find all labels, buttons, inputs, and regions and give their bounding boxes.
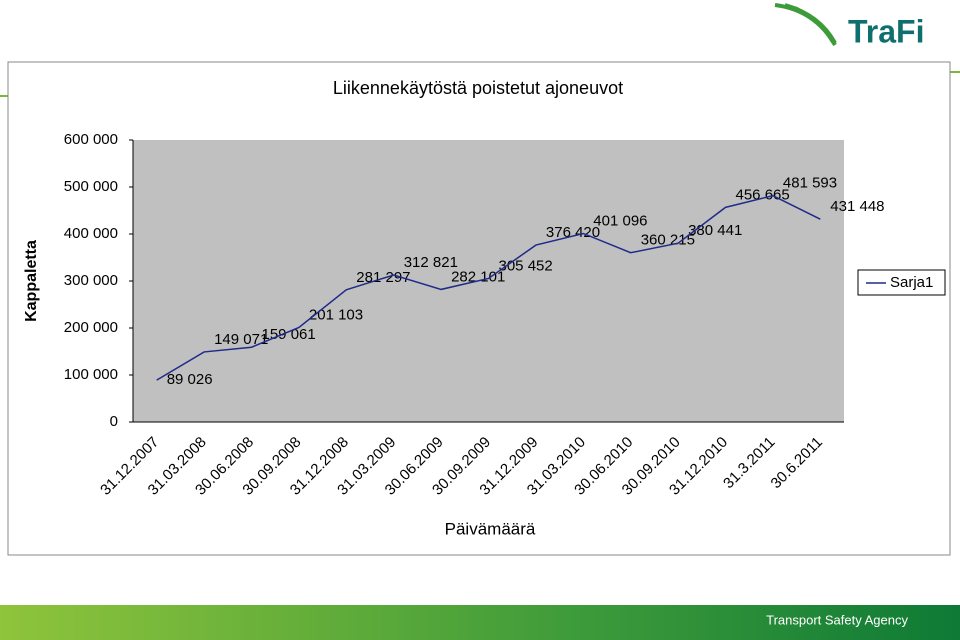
data-label: 481 593 — [783, 175, 837, 192]
legend-label: Sarja1 — [890, 274, 933, 291]
y-tick-label: 0 — [110, 413, 118, 430]
y-tick-label: 100 000 — [64, 366, 118, 383]
data-label: 380 441 — [688, 222, 742, 239]
data-label: 282 101 — [451, 268, 505, 285]
data-label: 376 420 — [546, 224, 600, 241]
chart-title: Liikennekäytöstä poistetut ajoneuvot — [333, 78, 623, 98]
logo: TraFi — [774, 3, 924, 49]
data-label: 159 061 — [262, 326, 316, 343]
y-tick-label: 600 000 — [64, 131, 118, 148]
logo-text: TraFi — [848, 13, 924, 49]
x-axis-label: Päivämäärä — [445, 519, 536, 538]
data-label: 201 103 — [309, 306, 363, 323]
y-tick-label: 200 000 — [64, 319, 118, 336]
data-label: 89 026 — [167, 371, 213, 388]
data-label: 360 215 — [641, 232, 695, 249]
data-label: 401 096 — [593, 212, 647, 229]
y-tick-label: 300 000 — [64, 272, 118, 289]
data-line — [156, 194, 821, 381]
data-label: 312 821 — [404, 254, 458, 271]
footer-text: Transport Safety Agency — [766, 612, 908, 627]
data-label: 456 665 — [736, 186, 790, 203]
y-tick-label: 400 000 — [64, 225, 118, 242]
plot-area — [133, 140, 844, 422]
y-tick-label: 500 000 — [64, 178, 118, 195]
y-axis-label: Kappaletta — [23, 240, 40, 322]
footer-bar — [0, 605, 960, 640]
data-label: 149 071 — [214, 331, 268, 348]
data-label: 431 448 — [830, 198, 884, 215]
data-label: 281 297 — [356, 269, 410, 286]
